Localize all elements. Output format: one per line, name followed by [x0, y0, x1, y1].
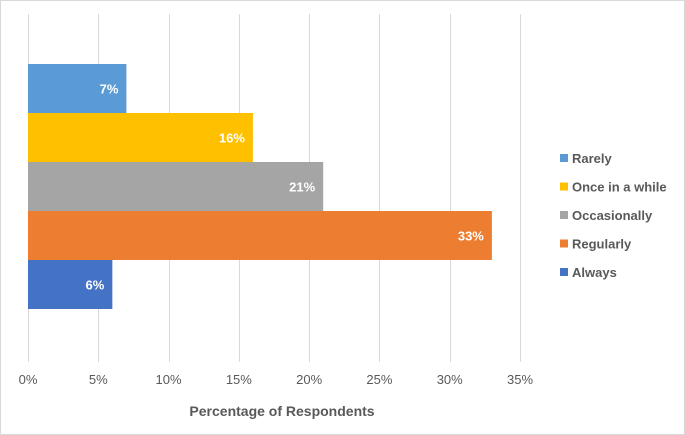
bars — [28, 64, 492, 309]
x-axis-ticks: 0% 5% 10% 15% 20% 25% 30% 35% — [19, 372, 534, 387]
bar-regularly — [28, 211, 492, 260]
legend-swatch — [560, 182, 568, 191]
x-tick-label: 10% — [156, 372, 182, 387]
legend-entry: Occasionally — [572, 208, 653, 223]
legend-swatch — [560, 154, 568, 162]
x-tick-label: 15% — [226, 372, 252, 387]
bar-rarely — [28, 64, 127, 113]
x-tick-label: 5% — [89, 372, 108, 387]
data-label: 16% — [219, 131, 245, 146]
x-axis-title: Percentage of Respondents — [189, 403, 374, 419]
bar-once-in-a-while — [28, 113, 253, 162]
legend: Rarely Once in a while Occasionally Regular… — [560, 151, 667, 280]
data-label: 21% — [289, 180, 315, 195]
legend-entry: Rarely — [572, 151, 613, 166]
x-tick-label: 20% — [296, 372, 322, 387]
bar-occasionally — [28, 162, 324, 211]
legend-swatch — [560, 239, 568, 248]
x-tick-label: 0% — [19, 372, 38, 387]
x-tick-label: 25% — [366, 372, 392, 387]
data-label: 6% — [86, 278, 105, 293]
data-labels: 7% 16% 21% 33% 6% — [86, 82, 485, 293]
legend-swatch — [560, 268, 568, 276]
data-label: 33% — [458, 229, 484, 244]
data-label: 7% — [100, 82, 119, 97]
legend-entry: Always — [572, 265, 617, 280]
x-tick-label: 30% — [437, 372, 463, 387]
legend-swatch — [560, 211, 568, 219]
legend-entry: Regularly — [572, 237, 632, 252]
bar-always — [28, 260, 113, 309]
x-tick-label: 35% — [507, 372, 533, 387]
legend-entry: Once in a while — [572, 180, 667, 195]
